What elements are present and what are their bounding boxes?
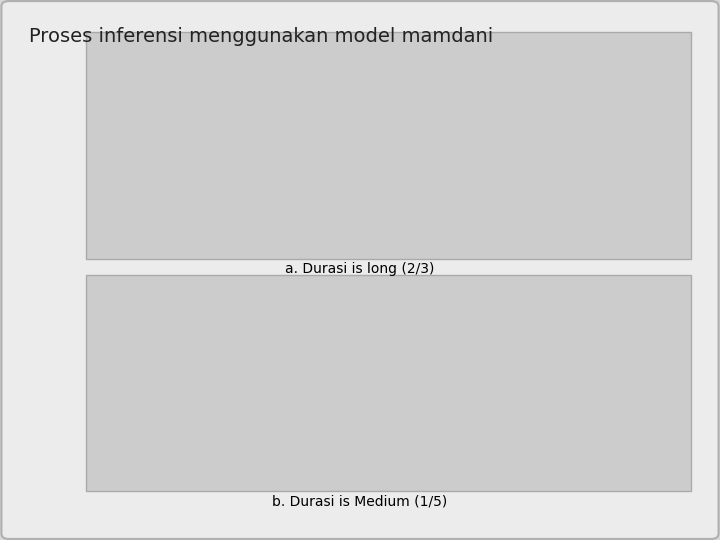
X-axis label: output variable "durasi enviraman": output variable "durasi enviraman" [304,494,477,504]
Text: short: short [124,57,155,68]
Text: b. Durasi is Medium (1/5): b. Durasi is Medium (1/5) [272,494,448,508]
Text: medium: medium [292,57,334,68]
Text: long: long [496,305,518,314]
Title: Membership function plots: Membership function plots [321,36,460,46]
Text: long: long [496,57,518,68]
Text: short: short [124,305,155,314]
Text: medium: medium [292,305,334,314]
Text: a. Durasi is long (2/3): a. Durasi is long (2/3) [285,262,435,276]
X-axis label: output variable "durasi_enyiraman": output variable "durasi_enyiraman" [303,262,478,273]
Text: Proses inferensi menggunakan model mamdani: Proses inferensi menggunakan model mamda… [29,27,493,46]
Title: Membership function plots: Membership function plots [321,285,460,295]
